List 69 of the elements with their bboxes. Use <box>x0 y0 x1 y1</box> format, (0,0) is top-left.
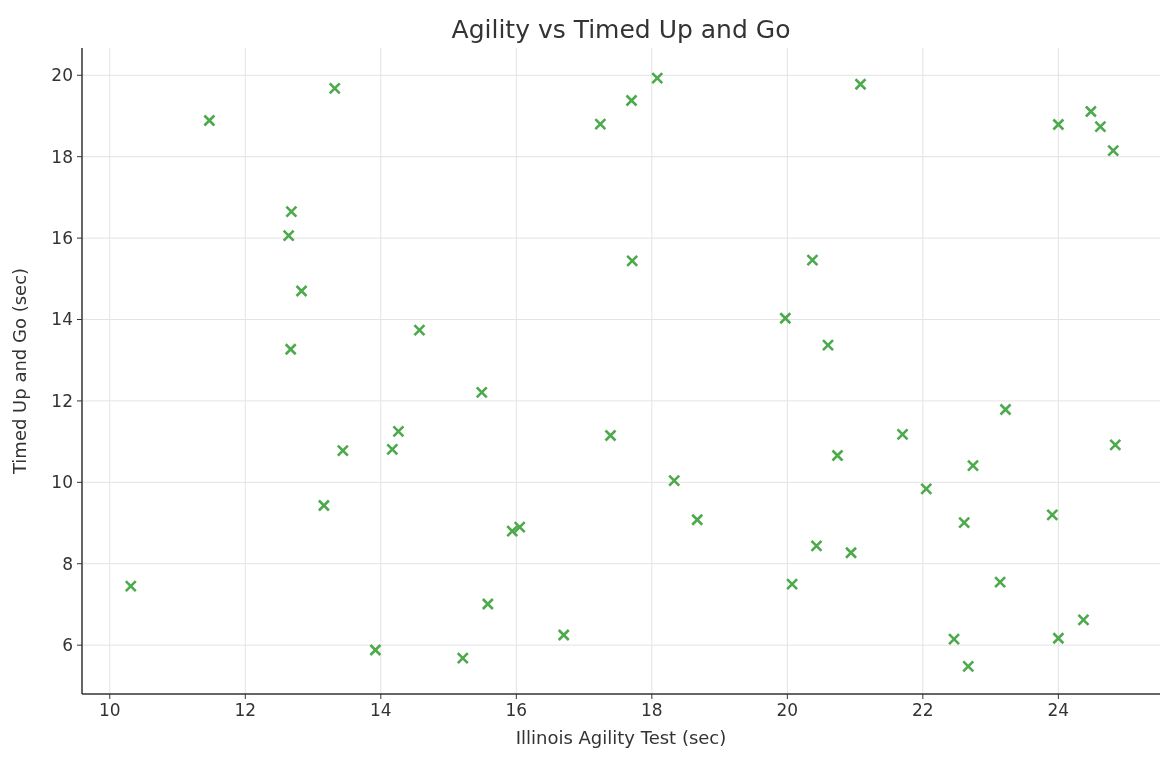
point <box>650 71 664 85</box>
point <box>505 524 519 538</box>
point <box>1106 144 1120 157</box>
point <box>993 575 1007 589</box>
point <box>854 77 867 91</box>
point <box>1084 105 1098 118</box>
point <box>844 546 858 560</box>
point <box>328 82 342 95</box>
point <box>124 579 138 593</box>
point <box>1108 438 1122 452</box>
point <box>336 444 350 457</box>
y-tick-label: 14 <box>51 309 73 330</box>
point <box>475 386 489 399</box>
point <box>456 651 470 665</box>
x-tick-label: 14 <box>369 700 392 720</box>
point <box>413 323 426 337</box>
point <box>1045 508 1059 522</box>
point <box>513 520 526 534</box>
point <box>821 338 835 352</box>
chart-title: Agility vs Timed Up and Go <box>451 15 791 44</box>
point <box>831 449 844 462</box>
x-tick-label: 12 <box>234 700 257 720</box>
point <box>386 443 399 456</box>
x-tick-label: 10 <box>98 700 121 720</box>
point <box>625 94 638 107</box>
point <box>481 597 495 611</box>
point <box>285 205 298 218</box>
y-tick-label: 18 <box>51 146 73 167</box>
point <box>957 516 971 529</box>
point <box>690 513 704 527</box>
point <box>999 403 1012 416</box>
point <box>667 474 681 487</box>
point <box>282 229 295 242</box>
x-tick-label: 16 <box>505 700 528 720</box>
point <box>557 628 571 642</box>
point <box>896 428 909 441</box>
point <box>961 660 975 673</box>
point <box>594 117 607 131</box>
point <box>203 114 216 127</box>
point <box>966 459 980 472</box>
x-tick-label: 20 <box>776 700 799 720</box>
x-tick-label: 18 <box>641 700 663 720</box>
x-tick-label: 24 <box>1047 700 1070 720</box>
y-axis-title: Timed Up and Go (sec) <box>9 267 30 476</box>
x-axis-title: Illinois Agility Test (sec) <box>515 727 727 748</box>
point <box>604 429 617 442</box>
y-tick-label: 16 <box>51 228 73 249</box>
point <box>806 253 819 267</box>
point <box>284 342 297 356</box>
point <box>1052 631 1065 645</box>
point <box>779 311 792 325</box>
point <box>810 539 823 553</box>
x-tick-label: 22 <box>912 700 934 720</box>
point <box>947 632 961 646</box>
point <box>295 284 308 298</box>
point <box>392 425 405 438</box>
y-tick-label: 8 <box>62 553 73 574</box>
y-tick-label: 10 <box>51 472 73 493</box>
point <box>785 577 799 591</box>
y-tick-label: 6 <box>62 635 73 656</box>
point <box>317 499 331 512</box>
point <box>1077 613 1090 627</box>
y-tick-label: 12 <box>51 390 73 411</box>
point <box>625 254 639 268</box>
point <box>1052 118 1065 131</box>
point <box>369 643 382 657</box>
y-tick-label: 20 <box>51 65 73 86</box>
point <box>919 482 933 496</box>
point <box>1094 120 1107 133</box>
